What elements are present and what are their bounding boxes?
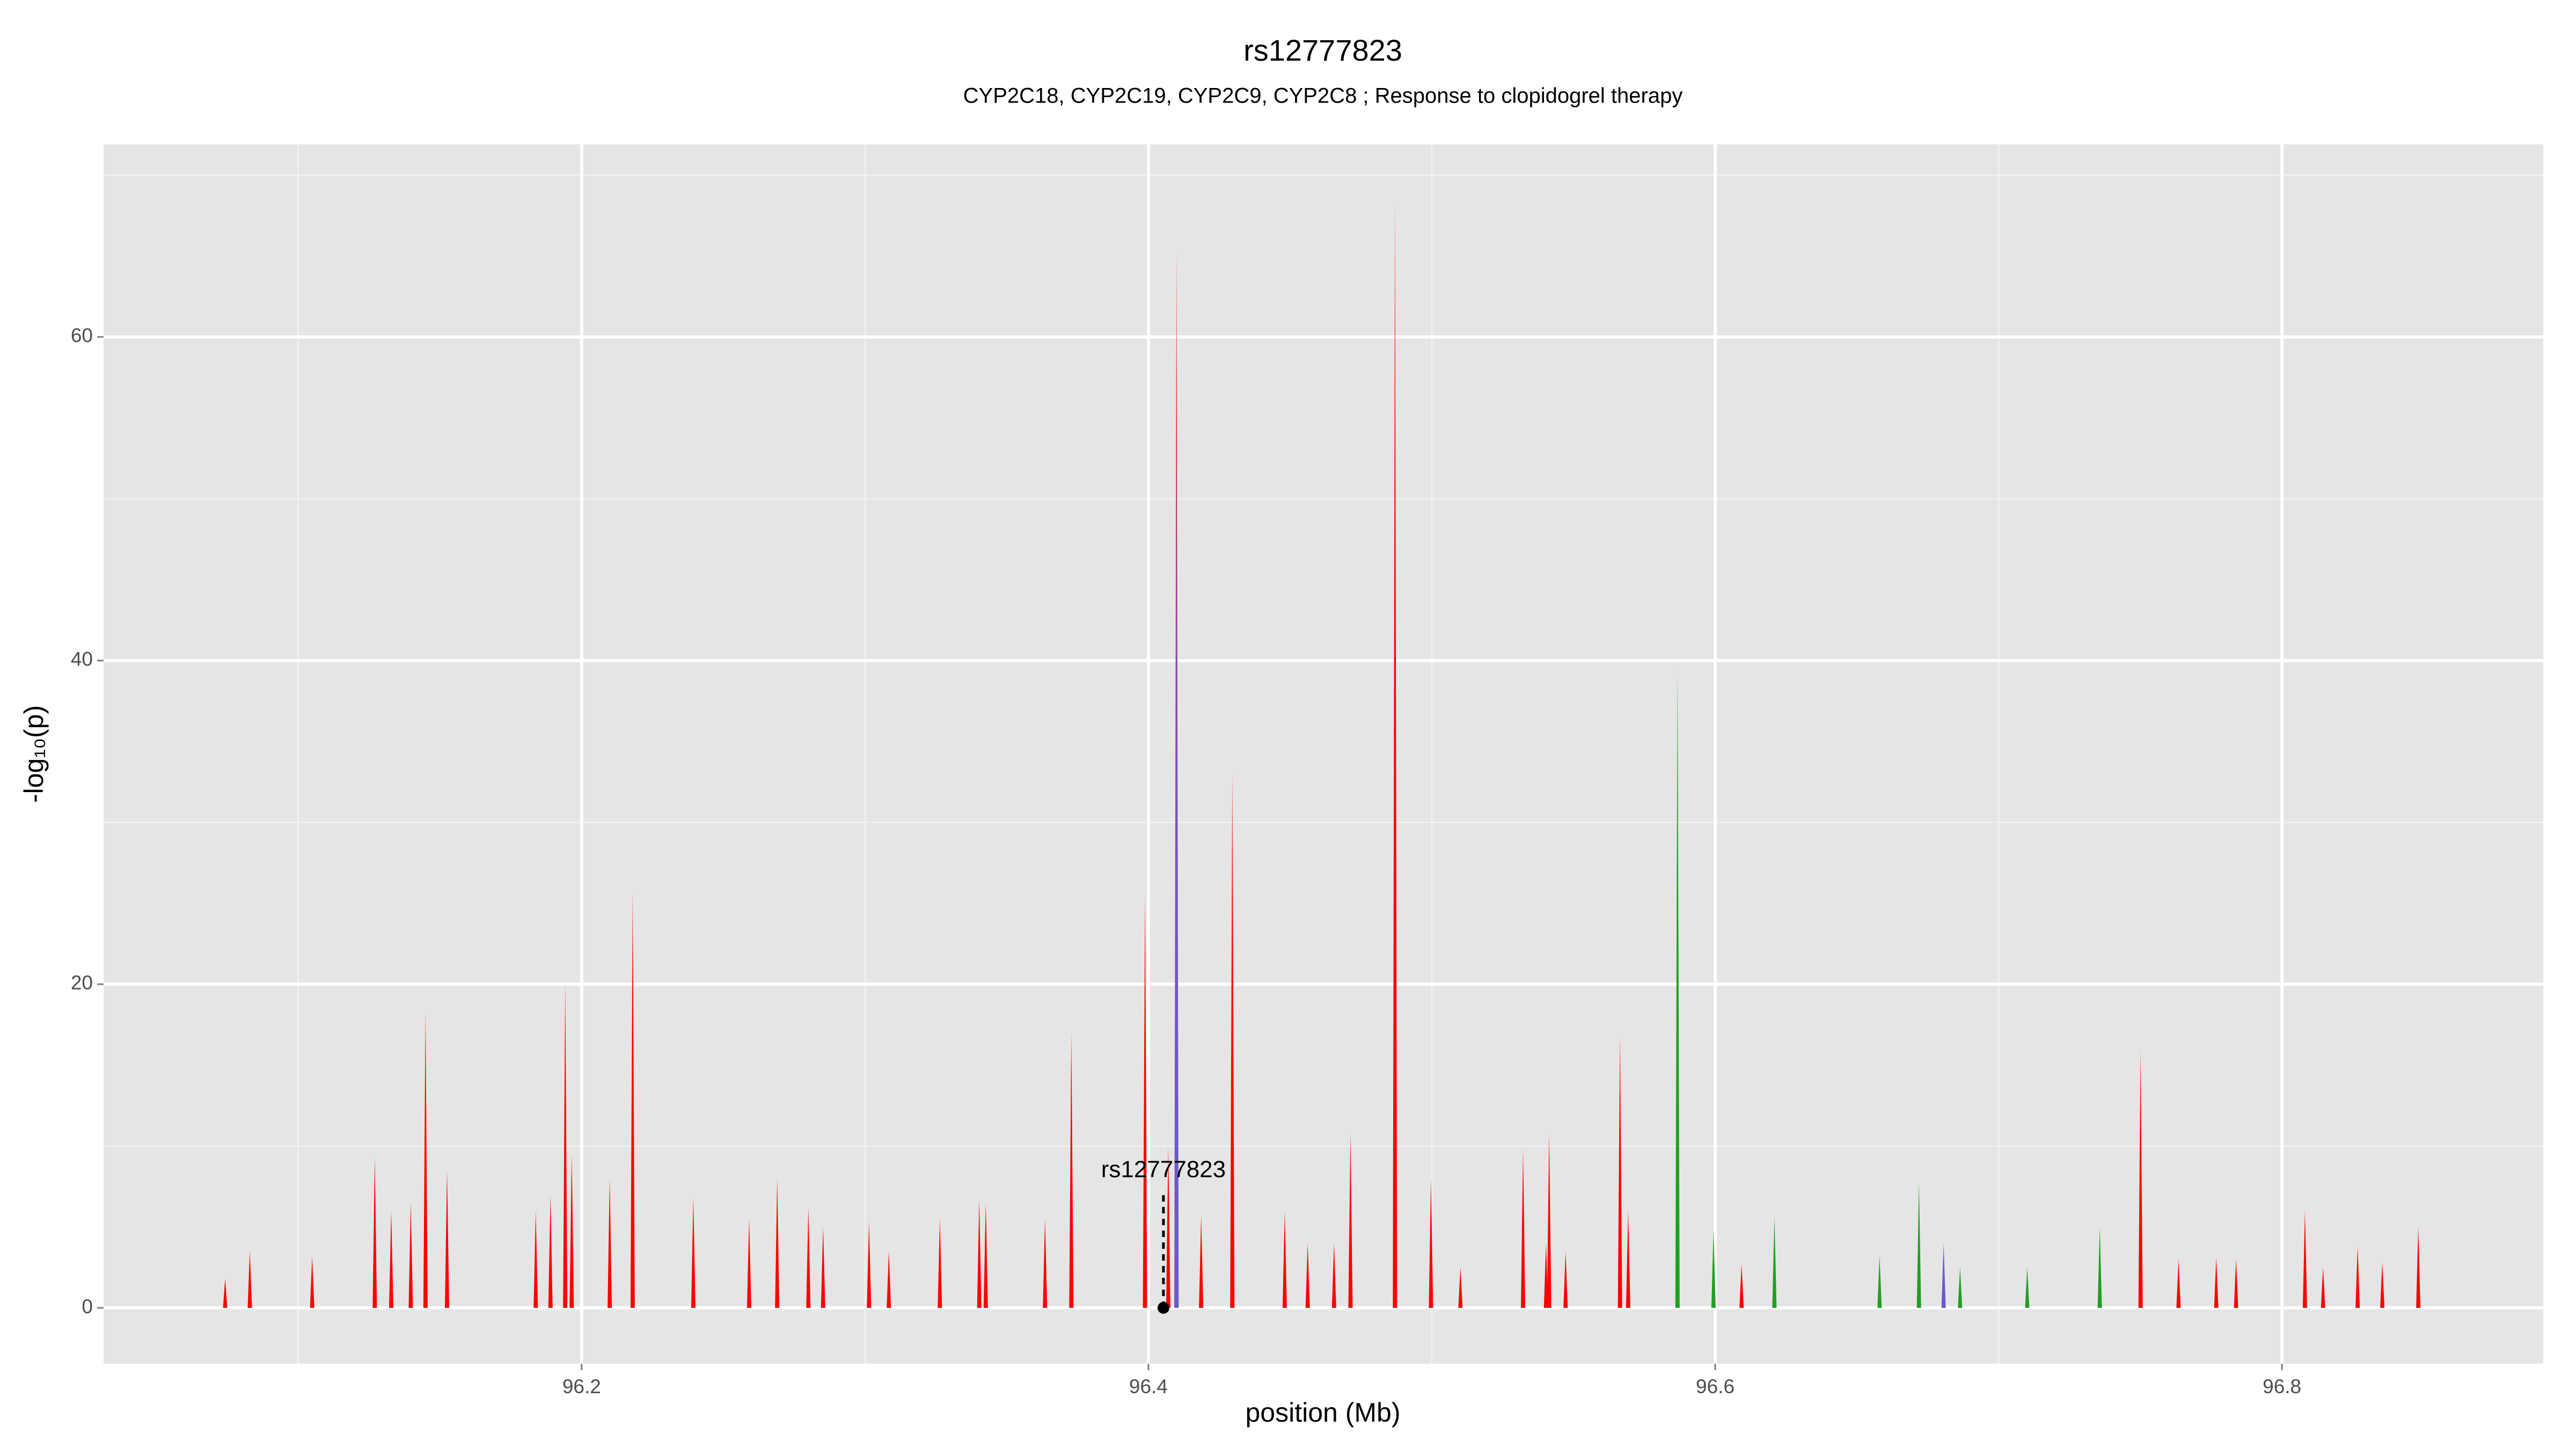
spike	[223, 1278, 228, 1308]
spike	[2138, 1050, 2143, 1308]
spike	[1877, 1256, 1882, 1308]
spike	[938, 1219, 942, 1308]
spike	[1626, 1211, 1630, 1308]
spike	[747, 1219, 751, 1308]
spike	[977, 1199, 982, 1308]
spike	[2416, 1227, 2421, 1308]
spike	[1543, 1243, 1548, 1308]
spike	[2302, 1211, 2307, 1308]
spike	[691, 1197, 696, 1308]
spike	[2355, 1246, 2360, 1308]
spike	[821, 1227, 825, 1308]
y-tick-label: 60	[71, 325, 93, 347]
spike	[372, 1157, 377, 1308]
spike	[548, 1194, 553, 1308]
spike	[1393, 199, 1397, 1308]
spike	[1563, 1251, 1568, 1308]
spike	[1916, 1183, 1921, 1308]
y-tick-label: 0	[82, 1296, 93, 1318]
spike	[867, 1222, 872, 1308]
spike	[775, 1178, 780, 1308]
spike	[444, 1170, 449, 1308]
spike	[1458, 1267, 1463, 1308]
spike	[423, 1012, 428, 1308]
spike	[563, 984, 568, 1308]
spike	[1043, 1219, 1048, 1308]
spike	[408, 1202, 413, 1308]
x-axis-title: position (Mb)	[1246, 1397, 1401, 1428]
spike	[2321, 1267, 2325, 1308]
spike	[1348, 1133, 1353, 1308]
spike	[2176, 1259, 2181, 1308]
spike	[630, 890, 635, 1308]
spike	[389, 1211, 393, 1308]
x-tick-label: 96.4	[1129, 1375, 1168, 1397]
spike	[1069, 1033, 1074, 1308]
x-tick-label: 96.2	[562, 1375, 601, 1397]
spike	[2025, 1267, 2030, 1308]
spike	[2234, 1259, 2238, 1308]
spike	[1941, 1243, 1946, 1308]
spike	[1199, 1216, 1204, 1308]
spike	[1166, 1146, 1170, 1308]
chart-title: rs12777823	[1243, 33, 1402, 67]
spike	[1711, 1230, 1716, 1308]
spike	[887, 1251, 891, 1308]
spike	[569, 1154, 574, 1308]
panel	[104, 144, 2543, 1364]
spike	[1958, 1267, 1963, 1308]
x-tick-label: 96.6	[1696, 1375, 1735, 1397]
x-tick-label: 96.8	[2263, 1375, 2301, 1397]
y-axis-title: -log₁₀(p)	[19, 705, 49, 803]
spike	[1282, 1211, 1287, 1308]
spike	[2097, 1227, 2102, 1308]
spike	[1331, 1243, 1336, 1308]
spike	[1772, 1217, 1777, 1308]
annotation-label: rs12777823	[1101, 1157, 1226, 1183]
spike	[1305, 1243, 1310, 1308]
spike	[806, 1208, 811, 1308]
spike	[533, 1211, 538, 1308]
spike	[1739, 1264, 1744, 1308]
spike	[1174, 418, 1179, 1308]
spike	[1547, 1133, 1552, 1308]
chart-subtitle: CYP2C18, CYP2C19, CYP2C9, CYP2C8 ; Respo…	[963, 84, 1683, 108]
spike	[1230, 770, 1235, 1308]
spike	[1618, 1036, 1622, 1308]
spike	[1429, 1178, 1433, 1308]
spike	[1675, 668, 1680, 1308]
spike	[1143, 895, 1147, 1308]
spike	[2214, 1257, 2219, 1308]
spike	[310, 1256, 314, 1308]
spike	[983, 1202, 988, 1308]
spike	[2380, 1262, 2385, 1308]
spike	[247, 1251, 252, 1308]
spike	[1521, 1149, 1526, 1308]
y-tick-label: 40	[71, 648, 93, 670]
annotation-point	[1157, 1301, 1169, 1314]
y-tick-label: 20	[71, 972, 93, 994]
spike	[608, 1178, 612, 1308]
